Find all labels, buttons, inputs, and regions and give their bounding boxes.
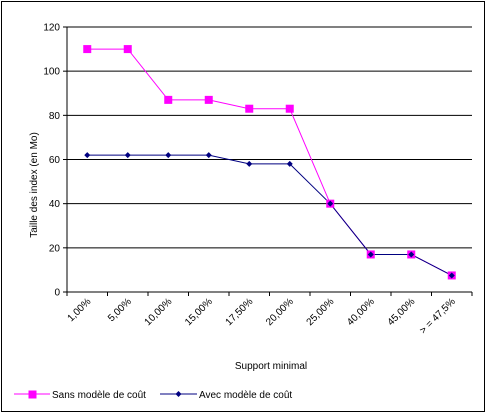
data-point-square [164,95,173,104]
data-point-diamond [367,251,374,258]
data-point-diamond [165,152,172,159]
x-tick-label: 10,00% [143,296,175,328]
x-tick-label: 15,00% [183,296,215,328]
data-point-diamond [286,160,293,167]
data-point-square [245,104,254,113]
legend-item-avec-modele: Avec modèle de coût [160,390,292,401]
y-tick-label: 0 [54,288,60,299]
x-tick-label: 45,00% [386,296,418,328]
y-tick-label: 20 [49,243,61,254]
legend: Sans modèle de coût Avec modèle de coût [14,390,292,401]
data-point-diamond [84,152,91,159]
data-point-diamond [327,200,334,207]
data-point-square [204,95,213,104]
series-line-1 [87,154,452,276]
data-point-diamond [124,152,131,159]
x-tick-label: 17,50% [224,296,256,328]
x-tick-label: 20,00% [264,296,296,328]
axes [63,26,473,296]
data-point-square [83,45,92,54]
data-point-diamond [246,160,253,167]
x-tick-label: 40,00% [345,296,377,328]
legend-label-avec-modele: Avec modèle de coût [199,390,292,401]
x-tick-label: > = 47,5% [418,296,458,336]
data-point-square [285,104,294,113]
x-tick-label: 25,00% [305,296,337,328]
y-tick-label: 100 [43,67,60,78]
y-tick-label: 60 [49,155,61,166]
x-tick-label: 1,00% [66,296,94,324]
data-point-diamond [448,272,455,279]
y-tick-label: 80 [49,111,61,122]
data-point-diamond [205,152,212,159]
x-axis-title: Support minimal [235,361,307,372]
data-point-square [123,45,132,54]
data-point-diamond [408,251,415,258]
y-axis-title: Taille des index (en Mo) [29,132,40,238]
legend-marker-square [28,390,37,399]
y-tick-label: 120 [43,23,60,34]
labels: 0 20 40 60 80 100 120 1,00% 5,00% 10,00% 15,00% 17,… [43,23,458,337]
y-tick-label: 40 [49,199,61,210]
x-tick-label: 5,00% [106,296,134,324]
legend-marker-diamond [175,391,182,397]
series [83,45,456,280]
gridlines [67,26,472,249]
legend-item-sans-modele: Sans modèle de coût [14,390,146,401]
legend-label-sans-modele: Sans modèle de coût [52,390,146,401]
series-line-0 [87,48,452,276]
